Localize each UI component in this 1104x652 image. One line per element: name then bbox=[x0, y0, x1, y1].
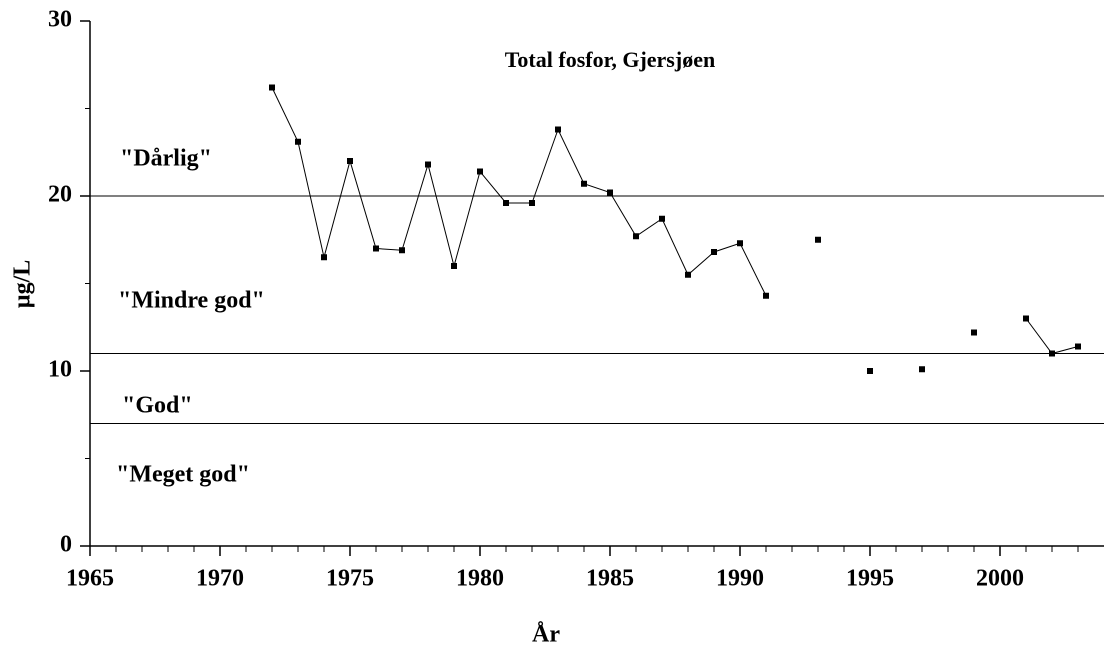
y-tick-label: 20 bbox=[48, 182, 72, 208]
data-point bbox=[451, 263, 457, 269]
data-point bbox=[555, 126, 561, 133]
data-point bbox=[581, 180, 587, 187]
data-point bbox=[1049, 350, 1055, 357]
x-tick-label: 1965 bbox=[66, 566, 114, 592]
x-axis-label: År bbox=[532, 622, 560, 648]
band-label: "God" bbox=[122, 393, 193, 419]
data-point bbox=[711, 249, 717, 255]
band-label: "Meget god" bbox=[116, 462, 250, 488]
data-point bbox=[1023, 315, 1029, 322]
x-tick-label: 1995 bbox=[846, 566, 894, 592]
data-point bbox=[633, 233, 639, 240]
y-tick-label: 10 bbox=[48, 357, 72, 383]
y-tick-label: 30 bbox=[48, 7, 72, 33]
data-point bbox=[295, 138, 301, 145]
data-point bbox=[685, 271, 691, 278]
data-point bbox=[321, 254, 327, 261]
data-point bbox=[529, 200, 535, 206]
data-point bbox=[867, 368, 873, 374]
data-point bbox=[373, 245, 379, 252]
y-tick-label: 0 bbox=[60, 532, 72, 558]
data-point bbox=[971, 329, 977, 336]
y-axis-label: µg/L bbox=[10, 260, 36, 309]
data-point bbox=[919, 366, 925, 373]
x-tick-label: 1985 bbox=[586, 566, 634, 592]
data-point bbox=[425, 161, 431, 168]
data-point bbox=[503, 200, 509, 206]
x-tick-label: 1990 bbox=[716, 566, 764, 592]
data-point bbox=[399, 247, 405, 254]
data-point bbox=[1075, 343, 1081, 350]
data-point bbox=[347, 158, 353, 164]
x-tick-label: 1980 bbox=[456, 566, 504, 592]
band-label: "Mindre god" bbox=[118, 288, 265, 314]
data-point bbox=[607, 189, 613, 196]
chart-title: Total fosfor, Gjersjøen bbox=[505, 47, 715, 72]
data-line bbox=[1025, 318, 1079, 355]
x-tick-label: 1970 bbox=[196, 566, 244, 592]
data-line bbox=[271, 87, 767, 296]
x-tick-label: 1975 bbox=[326, 566, 374, 592]
data-point bbox=[763, 292, 769, 299]
band-label: "Dårlig" bbox=[120, 146, 212, 172]
data-point bbox=[737, 240, 743, 247]
data-point bbox=[815, 236, 821, 243]
data-point bbox=[477, 168, 483, 175]
data-point bbox=[659, 215, 665, 222]
x-tick-label: 2000 bbox=[976, 566, 1024, 592]
data-point bbox=[269, 84, 275, 91]
